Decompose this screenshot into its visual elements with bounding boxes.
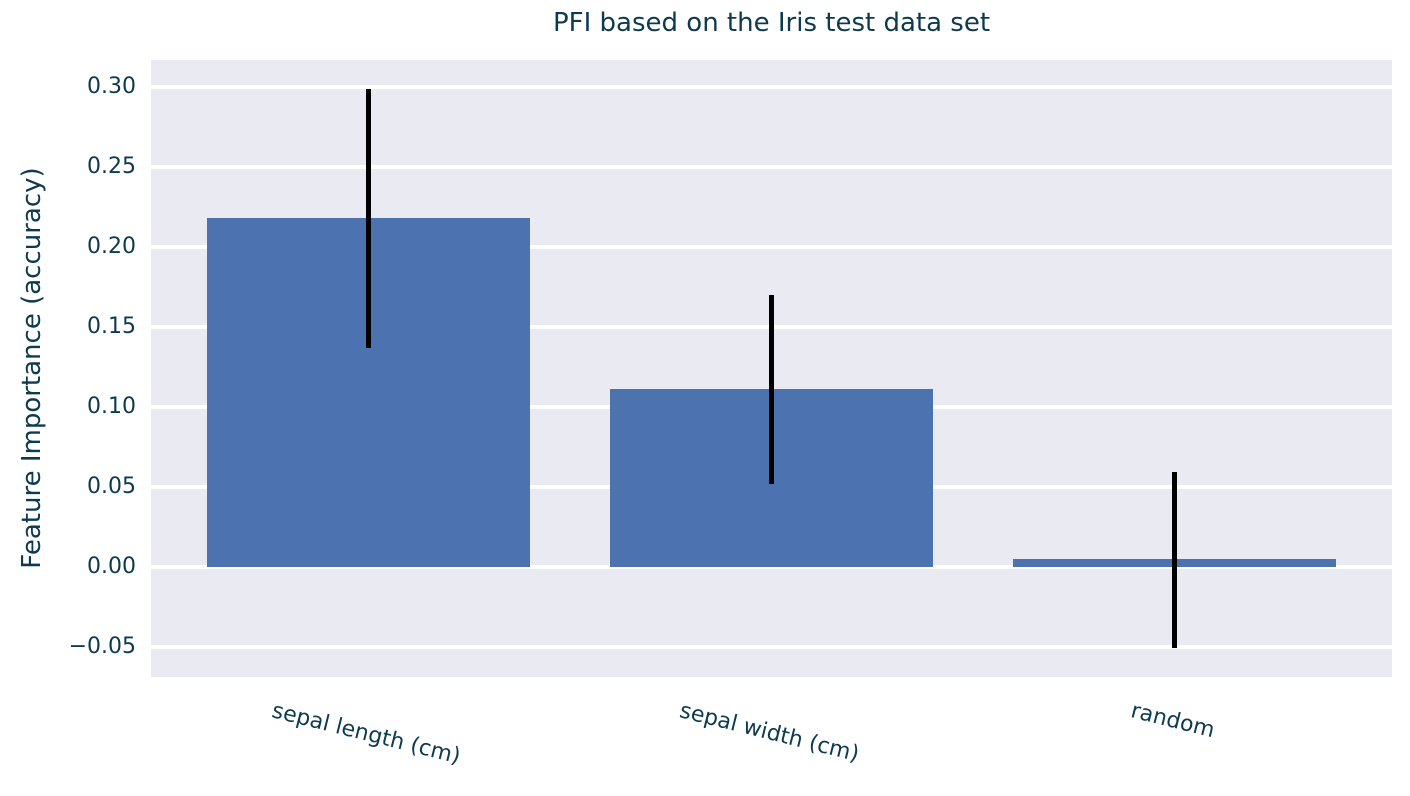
gridline-0.3 [151,85,1392,90]
y-tick-label: 0.05 [87,473,136,499]
gridline-0.25 [151,165,1392,170]
error-bar-sepal-length-cm [366,88,372,348]
x-tick-label-random: random [1128,698,1218,744]
error-bar-random [1171,472,1177,649]
error-bar-sepal-width-cm [769,294,774,484]
plot-area [151,60,1392,677]
y-axis-label: Feature Importance (accuracy) [17,167,47,569]
y-tick-label: 0.25 [87,154,136,180]
y-tick-label: 0.30 [87,74,136,100]
x-tick-label-sepal-length-cm: sepal length (cm) [268,698,463,770]
y-tick-label: 0.20 [87,234,136,260]
y-tick-label: −0.05 [68,633,136,659]
gridline-0 [151,564,1392,569]
y-tick-label: 0.15 [87,313,136,339]
y-tick-label: 0.00 [87,553,136,579]
chart-title: PFI based on the Iris test data set [552,8,991,38]
gridline-0.2 [151,245,1392,250]
gridline--0.05 [151,644,1392,649]
x-tick-label-sepal-width-cm: sepal width (cm) [676,698,861,768]
y-tick-label: 0.10 [87,393,136,419]
